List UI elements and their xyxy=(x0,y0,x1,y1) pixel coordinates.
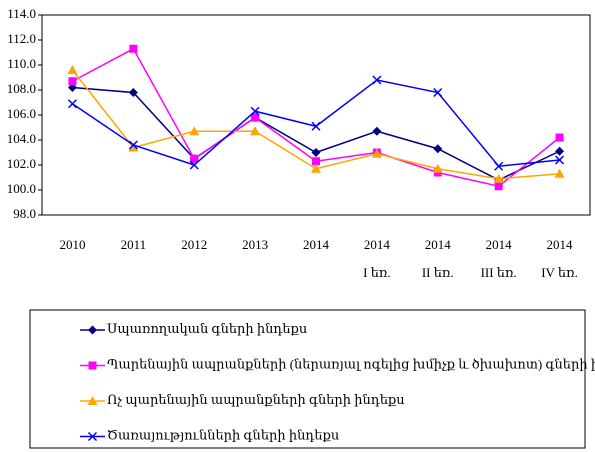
marker xyxy=(555,133,564,142)
marker xyxy=(128,142,139,152)
marker xyxy=(128,140,138,150)
marker xyxy=(87,396,98,405)
legend-label: Ոչ պարենային ապրանքների գների ինդեքս xyxy=(107,392,405,407)
y-tick-label: 100.0 xyxy=(7,181,36,196)
marker xyxy=(67,65,78,74)
y-tick-label: 108.0 xyxy=(7,81,36,96)
marker xyxy=(372,126,382,136)
marker xyxy=(189,126,200,136)
x-tick-label: 2014 I եռ. xyxy=(363,237,391,280)
x-tick-label: 2014 IV եռ. xyxy=(541,237,578,280)
marker xyxy=(432,163,443,173)
marker xyxy=(88,361,97,370)
marker xyxy=(433,144,443,154)
y-tick-label: 98.0 xyxy=(13,206,36,221)
marker xyxy=(312,157,320,166)
y-tick-label: 112.0 xyxy=(7,31,36,46)
x-tick-label: 2010 xyxy=(59,237,85,252)
marker xyxy=(311,121,321,131)
marker xyxy=(189,160,199,170)
marker xyxy=(433,87,443,98)
marker xyxy=(555,155,565,165)
marker xyxy=(371,148,382,158)
x-tick-label: 2013 xyxy=(242,237,268,252)
marker xyxy=(129,44,138,53)
marker xyxy=(554,168,565,178)
y-tick-label: 106.0 xyxy=(7,106,36,121)
marker xyxy=(87,431,98,442)
legend-label: Ծառայությունների գների ինդեքս xyxy=(107,427,339,442)
marker xyxy=(555,146,565,156)
legend-box xyxy=(29,309,586,449)
marker xyxy=(494,161,504,171)
marker xyxy=(68,77,77,86)
marker xyxy=(128,88,138,97)
marker xyxy=(67,99,77,109)
marker xyxy=(251,113,260,122)
x-tick-label: 2014 III եռ. xyxy=(481,237,517,280)
marker xyxy=(311,163,321,173)
plot-frame xyxy=(41,14,591,216)
y-tick-label: 114.0 xyxy=(7,6,36,21)
legend-label: Սպառողական գների ինդեքս xyxy=(107,321,307,336)
marker xyxy=(311,148,321,157)
marker xyxy=(88,325,97,335)
y-tick-label: 104.0 xyxy=(7,131,36,146)
marker xyxy=(494,182,503,191)
marker xyxy=(493,173,504,183)
legend-label: Պարենային ապրանքների (ներառյալ ոգելից խմ… xyxy=(107,356,595,371)
marker xyxy=(250,106,260,116)
marker xyxy=(250,126,261,136)
x-tick-label: 2014 II եռ. xyxy=(422,237,454,280)
marker xyxy=(372,75,382,85)
y-tick-label: 110.0 xyxy=(7,56,36,71)
x-tick-label: 2012 xyxy=(181,237,207,252)
marker xyxy=(190,154,199,163)
x-tick-label: 2011 xyxy=(121,237,147,252)
x-tick-label: 2014 xyxy=(303,237,330,252)
y-tick-label: 102.0 xyxy=(7,156,36,171)
